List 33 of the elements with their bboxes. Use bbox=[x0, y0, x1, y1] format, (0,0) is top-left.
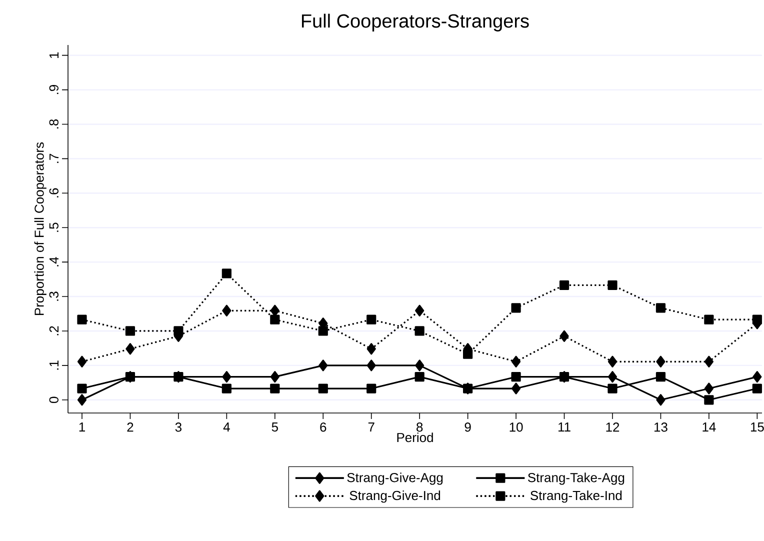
legend-label: Strang-Give-Agg bbox=[347, 472, 443, 485]
x-tick-label: 14 bbox=[702, 422, 716, 432]
y-tick-label: .4 bbox=[50, 257, 58, 266]
x-tick-label: 15 bbox=[750, 422, 764, 432]
x-tick-label: 6 bbox=[320, 422, 326, 432]
x-tick-label: 11 bbox=[558, 422, 570, 432]
x-tick-label: 7 bbox=[368, 422, 374, 432]
x-tick-label: 12 bbox=[606, 422, 620, 432]
x-tick-label: 2 bbox=[127, 422, 134, 432]
y-tick-label: .9 bbox=[49, 84, 58, 94]
x-tick-label: 1 bbox=[79, 422, 85, 432]
y-tick-label: 1 bbox=[50, 52, 58, 58]
y-tick-label: .3 bbox=[49, 292, 58, 301]
legend-label: Strang-Take-Agg bbox=[528, 472, 624, 485]
x-tick-label: 13 bbox=[654, 422, 668, 432]
y-tick-label: .7 bbox=[50, 154, 58, 163]
y-tick-label: .1 bbox=[50, 360, 58, 370]
y-tick-label: .5 bbox=[49, 222, 58, 232]
x-tick-label: 10 bbox=[510, 422, 523, 432]
x-tick-label: 9 bbox=[464, 422, 471, 432]
x-tick-label: 5 bbox=[272, 422, 278, 432]
x-tick-label: 3 bbox=[175, 422, 182, 432]
y-tick-label: .6 bbox=[49, 188, 58, 198]
x-tick-label: 4 bbox=[223, 422, 230, 432]
legend-label: Strang-Give-Ind bbox=[350, 490, 440, 503]
legend-label: Strang-Take-Ind bbox=[530, 490, 622, 503]
y-tick-label: .2 bbox=[49, 326, 58, 336]
y-axis-title: Proportion of Full Cooperators bbox=[34, 142, 46, 315]
x-tick-label: 8 bbox=[416, 422, 423, 432]
y-tick-label: .8 bbox=[49, 119, 58, 128]
chart-title: Full Cooperators-Strangers bbox=[302, 14, 529, 32]
y-tick-label: 0 bbox=[49, 396, 58, 404]
x-axis-title: Period bbox=[397, 432, 433, 442]
